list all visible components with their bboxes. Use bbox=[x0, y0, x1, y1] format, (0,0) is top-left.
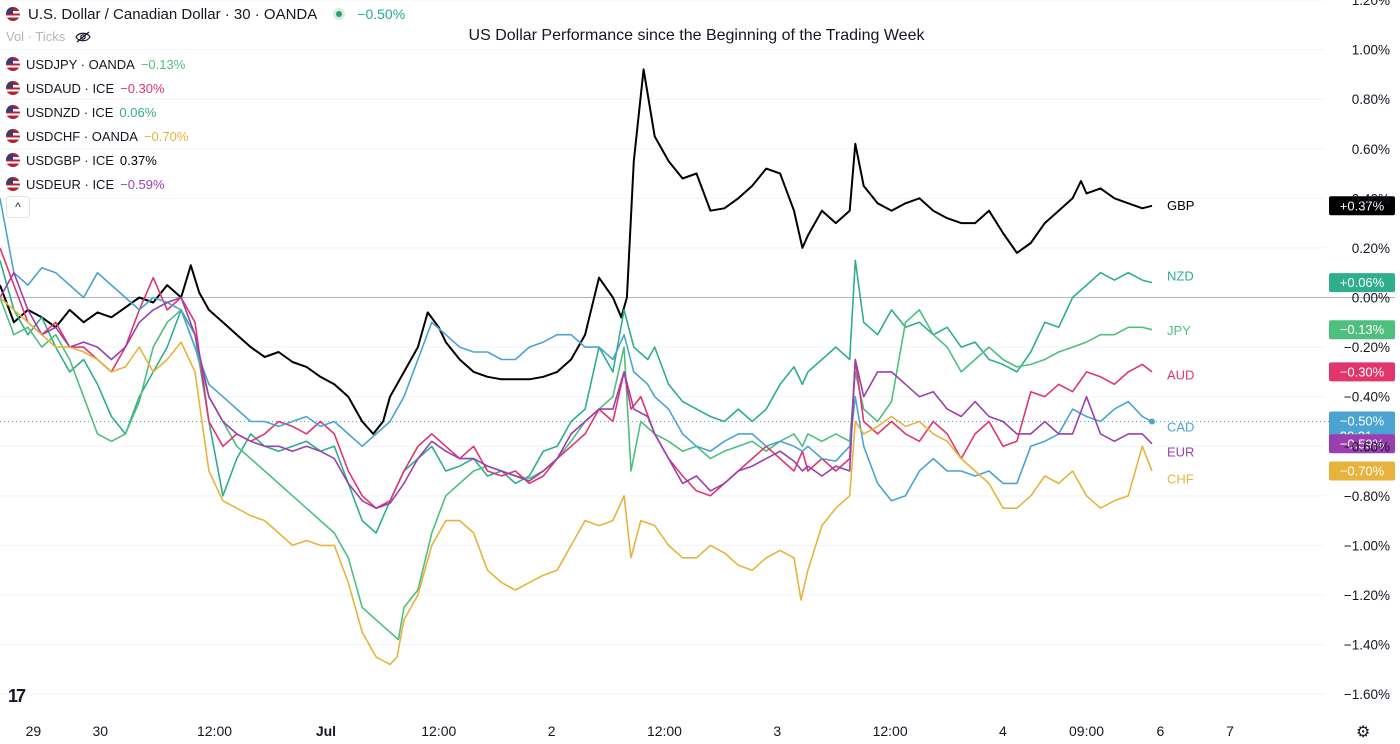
y-tick-label: 0.80% bbox=[1352, 92, 1390, 107]
currency-flag-icon bbox=[6, 57, 20, 71]
currency-flag-icon bbox=[6, 105, 20, 119]
x-tick-label: 6 bbox=[1156, 723, 1164, 739]
y-tick-label: 0.00% bbox=[1352, 291, 1390, 306]
x-tick-label: Jul bbox=[316, 723, 336, 739]
price-badge bbox=[1329, 273, 1395, 293]
y-tick-label: −1.40% bbox=[1344, 638, 1390, 653]
x-tick-label: 12:00 bbox=[647, 723, 682, 739]
legend-change: −0.13% bbox=[140, 56, 186, 72]
reference-lines bbox=[0, 297, 1395, 422]
volume-indicator[interactable]: Vol · Ticks bbox=[6, 29, 91, 44]
collapse-glyph: ^ bbox=[15, 200, 21, 214]
legend-change: −0.30% bbox=[120, 80, 165, 96]
series-lines bbox=[0, 68, 1153, 666]
currency-flag-icon bbox=[6, 129, 20, 143]
x-tick-label: 12:00 bbox=[873, 723, 908, 739]
series-name-label: EUR bbox=[1167, 444, 1194, 459]
comparison-legend: USDJPY · OANDA −0.13% USDAUD · ICE −0.30% US… bbox=[6, 52, 188, 196]
price-badge-text: −0.30% bbox=[1340, 364, 1385, 379]
volume-label: Vol · Ticks bbox=[6, 29, 66, 44]
x-tick-label: 4 bbox=[999, 723, 1007, 739]
series-line-eur bbox=[0, 271, 1153, 509]
y-tick-label: 1.00% bbox=[1352, 43, 1390, 58]
x-tick-label: 29 bbox=[26, 723, 42, 739]
x-tick-label: 09:00 bbox=[1069, 723, 1104, 739]
currency-flag-icon bbox=[6, 153, 20, 167]
series-name-label: NZD bbox=[1167, 268, 1194, 283]
y-tick-label: −1.20% bbox=[1344, 588, 1390, 603]
y-tick-label: −1.00% bbox=[1344, 538, 1390, 553]
series-name-label: CHF bbox=[1167, 472, 1194, 487]
y-tick-label: −1.60% bbox=[1344, 687, 1390, 702]
x-tick-label: 2 bbox=[548, 723, 556, 739]
y-tick-label: 0.20% bbox=[1352, 241, 1390, 256]
series-line-cad bbox=[0, 198, 1153, 502]
y-tick-label: −0.40% bbox=[1344, 390, 1390, 405]
legend-row[interactable]: USDEUR · ICE −0.59% bbox=[6, 172, 188, 196]
legend-row[interactable]: USDAUD · ICE −0.30% bbox=[6, 76, 188, 100]
y-tick-label: 0.40% bbox=[1352, 191, 1390, 206]
legend-symbol: USDAUD · ICE bbox=[26, 80, 115, 96]
series-line-aud bbox=[0, 247, 1153, 509]
legend-row[interactable]: USDCHF · OANDA −0.70% bbox=[6, 124, 188, 148]
chart-title: US Dollar Performance since the Beginnin… bbox=[468, 27, 925, 44]
price-badge-text: +0.37% bbox=[1340, 198, 1385, 213]
x-tick-label: 12:00 bbox=[197, 723, 232, 739]
legend-row[interactable]: USDJPY · OANDA −0.13% bbox=[6, 52, 188, 76]
y-tick-label: −0.20% bbox=[1344, 340, 1390, 355]
market-status-icon[interactable] bbox=[333, 8, 346, 20]
legend-row[interactable]: USDNZD · ICE 0.06% bbox=[6, 100, 188, 124]
x-tick-label: 12:00 bbox=[421, 723, 456, 739]
series-end-labels: GBP +0.37% NZD +0.06% JPY −0.13% AUD −0.30% CAD −… bbox=[1149, 196, 1395, 487]
price-badge-text: −0.70% bbox=[1340, 464, 1385, 479]
legend-symbol: USDGBP · ICE bbox=[26, 152, 114, 168]
gear-icon[interactable]: ⚙ bbox=[1356, 724, 1371, 741]
legend-symbol: USDNZD · ICE bbox=[26, 104, 114, 120]
y-tick-label: −0.80% bbox=[1344, 489, 1390, 504]
legend-symbol: USDEUR · ICE bbox=[26, 176, 115, 192]
price-badge-text: −0.50% bbox=[1340, 413, 1385, 428]
cad-last-point bbox=[1149, 418, 1156, 425]
series-name-label: CAD bbox=[1167, 420, 1194, 435]
y-tick-label: 1.20% bbox=[1352, 0, 1390, 8]
price-badge bbox=[1329, 461, 1395, 481]
eye-off-icon[interactable] bbox=[75, 30, 91, 44]
legend-symbol: USDJPY · OANDA bbox=[26, 56, 135, 72]
price-badge bbox=[1329, 320, 1395, 340]
price-badge-text: +0.06% bbox=[1340, 275, 1385, 290]
y-axis: 1.20% 1.00% 0.80% 0.60% 0.40% 0.20% 0.00% −0.20… bbox=[1344, 0, 1390, 702]
y-tick-label: −0.60% bbox=[1344, 439, 1390, 454]
legend-change: 0.37% bbox=[119, 152, 157, 168]
price-badge bbox=[1329, 434, 1395, 454]
usd-flag-icon bbox=[6, 7, 20, 21]
y-tick-label: 0.60% bbox=[1352, 142, 1390, 157]
legend-change: −0.70% bbox=[143, 128, 189, 144]
x-tick-label: 3 bbox=[773, 723, 781, 739]
chart-header: U.S. Dollar / Canadian Dollar · 30 · OAN… bbox=[6, 4, 405, 24]
currency-flag-icon bbox=[6, 177, 20, 191]
legend-change: 0.06% bbox=[119, 104, 157, 120]
series-line-chf bbox=[0, 296, 1153, 666]
x-axis: 29 30 12:00 Jul 12:00 2 12:00 3 12:00 4 09:00 6 7 bbox=[26, 723, 1234, 739]
header-change: −0.50% bbox=[357, 6, 406, 22]
symbol-title[interactable]: U.S. Dollar / Canadian Dollar · 30 · OAN… bbox=[28, 5, 318, 23]
legend-row[interactable]: USDGBP · ICE 0.37% bbox=[6, 148, 188, 172]
price-badge-text: −0.59% bbox=[1340, 436, 1385, 451]
legend-change: −0.59% bbox=[120, 176, 165, 192]
currency-flag-icon bbox=[6, 81, 20, 95]
tradingview-logo-icon[interactable]: 17 bbox=[8, 686, 26, 706]
legend-symbol: USDCHF · OANDA bbox=[26, 128, 138, 144]
chevron-up-icon[interactable]: ^ bbox=[6, 196, 30, 218]
price-badge bbox=[1329, 196, 1395, 216]
series-name-label: AUD bbox=[1167, 368, 1194, 383]
x-tick-label: 7 bbox=[1226, 723, 1234, 739]
price-badge bbox=[1329, 362, 1395, 382]
x-tick-label: 30 bbox=[93, 723, 109, 739]
price-badge-text: −0.13% bbox=[1340, 322, 1385, 337]
series-name-label: GBP bbox=[1167, 198, 1194, 213]
series-line-gbp bbox=[0, 68, 1153, 435]
series-name-label: JPY bbox=[1167, 323, 1191, 338]
